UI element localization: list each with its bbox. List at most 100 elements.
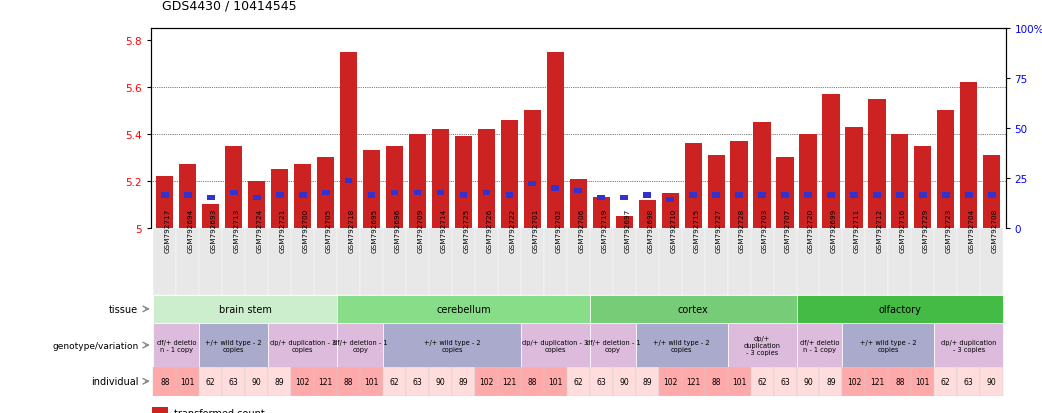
FancyBboxPatch shape <box>750 367 773 396</box>
FancyBboxPatch shape <box>222 228 245 295</box>
Text: 121: 121 <box>502 377 517 386</box>
FancyBboxPatch shape <box>315 367 338 396</box>
Text: GSM792722: GSM792722 <box>510 208 516 252</box>
FancyBboxPatch shape <box>406 367 429 396</box>
Bar <box>299 193 306 198</box>
Bar <box>455 137 472 228</box>
Bar <box>570 179 587 228</box>
FancyBboxPatch shape <box>981 228 1003 295</box>
Bar <box>666 198 674 203</box>
FancyBboxPatch shape <box>291 367 315 396</box>
Bar <box>873 193 880 198</box>
FancyBboxPatch shape <box>796 228 819 295</box>
Text: GSM792700: GSM792700 <box>302 208 308 252</box>
Text: GSM792698: GSM792698 <box>647 208 653 252</box>
FancyBboxPatch shape <box>704 367 727 396</box>
Text: GSM792704: GSM792704 <box>969 208 974 252</box>
Bar <box>639 200 655 228</box>
FancyBboxPatch shape <box>429 367 452 396</box>
FancyBboxPatch shape <box>912 367 935 396</box>
Text: GSM792713: GSM792713 <box>233 208 240 252</box>
Bar <box>478 130 495 228</box>
FancyBboxPatch shape <box>268 367 291 396</box>
Text: tissue: tissue <box>109 304 139 314</box>
Bar <box>593 198 610 228</box>
FancyBboxPatch shape <box>681 228 704 295</box>
FancyBboxPatch shape <box>613 228 636 295</box>
Bar <box>919 193 926 198</box>
Text: GSM792710: GSM792710 <box>670 208 676 252</box>
Text: GSM792709: GSM792709 <box>418 208 423 252</box>
Bar <box>850 193 858 198</box>
Text: GSM792723: GSM792723 <box>946 208 951 252</box>
Bar <box>322 191 329 196</box>
Bar <box>753 123 771 228</box>
FancyBboxPatch shape <box>935 367 958 396</box>
FancyBboxPatch shape <box>291 228 315 295</box>
Text: 90: 90 <box>436 377 445 386</box>
FancyBboxPatch shape <box>819 367 842 396</box>
FancyBboxPatch shape <box>222 367 245 396</box>
Text: 102: 102 <box>847 377 861 386</box>
FancyBboxPatch shape <box>935 323 1003 367</box>
FancyBboxPatch shape <box>199 228 222 295</box>
FancyBboxPatch shape <box>153 323 199 367</box>
Bar <box>391 191 398 196</box>
FancyBboxPatch shape <box>452 367 475 396</box>
FancyBboxPatch shape <box>819 228 842 295</box>
Bar <box>184 193 192 198</box>
FancyBboxPatch shape <box>842 367 866 396</box>
Bar <box>253 195 260 200</box>
Text: GSM792706: GSM792706 <box>578 208 585 252</box>
FancyBboxPatch shape <box>958 228 981 295</box>
FancyBboxPatch shape <box>567 367 590 396</box>
FancyBboxPatch shape <box>704 228 727 295</box>
Bar <box>685 144 701 228</box>
Bar <box>363 151 380 228</box>
Text: 62: 62 <box>758 377 767 386</box>
Text: 89: 89 <box>826 377 836 386</box>
Text: cerebellum: cerebellum <box>437 304 491 314</box>
FancyBboxPatch shape <box>429 228 452 295</box>
Text: GSM792708: GSM792708 <box>992 208 998 252</box>
Text: GSM792707: GSM792707 <box>785 208 791 252</box>
Bar <box>408 135 426 228</box>
FancyBboxPatch shape <box>590 295 796 323</box>
Bar <box>822 95 840 228</box>
Text: GSM792717: GSM792717 <box>165 208 171 252</box>
Bar <box>713 193 720 198</box>
Bar <box>965 193 972 198</box>
Text: 121: 121 <box>870 377 884 386</box>
Text: df/+ deletio
n - 1 copy: df/+ deletio n - 1 copy <box>156 339 196 352</box>
FancyBboxPatch shape <box>176 367 199 396</box>
Bar <box>547 52 564 228</box>
FancyBboxPatch shape <box>383 228 406 295</box>
FancyBboxPatch shape <box>338 323 383 367</box>
FancyBboxPatch shape <box>590 367 613 396</box>
Text: 62: 62 <box>390 377 399 386</box>
FancyBboxPatch shape <box>636 323 727 367</box>
Text: 121: 121 <box>319 377 332 386</box>
Bar <box>620 195 628 200</box>
Text: 90: 90 <box>252 377 262 386</box>
Text: 88: 88 <box>895 377 904 386</box>
FancyBboxPatch shape <box>958 367 981 396</box>
Bar <box>551 186 560 191</box>
Text: 89: 89 <box>275 377 284 386</box>
Text: GSM792703: GSM792703 <box>762 208 768 252</box>
Bar <box>386 146 403 228</box>
Text: GSM792719: GSM792719 <box>601 208 607 252</box>
Bar <box>984 156 1000 228</box>
FancyBboxPatch shape <box>750 228 773 295</box>
Text: GSM792711: GSM792711 <box>854 208 860 252</box>
Bar <box>460 193 468 198</box>
FancyBboxPatch shape <box>889 228 912 295</box>
Text: 63: 63 <box>780 377 790 386</box>
Bar <box>942 193 949 198</box>
FancyBboxPatch shape <box>866 228 889 295</box>
Text: 63: 63 <box>413 377 422 386</box>
Bar <box>202 205 220 228</box>
Text: GSM792693: GSM792693 <box>210 208 217 252</box>
FancyBboxPatch shape <box>842 323 935 367</box>
FancyBboxPatch shape <box>842 228 866 295</box>
